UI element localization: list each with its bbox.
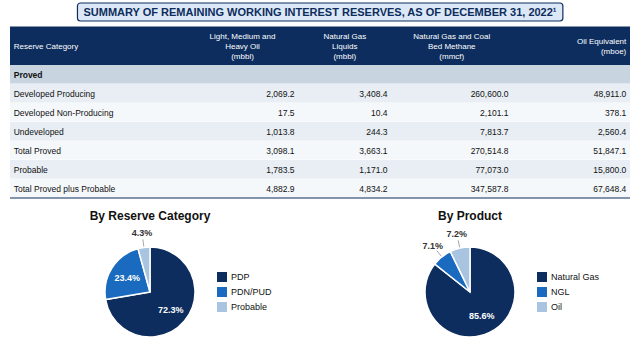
table-border bbox=[10, 26, 630, 27]
table-cell: 17.5 bbox=[278, 108, 295, 118]
table-cell: 67,648.4 bbox=[593, 184, 626, 194]
data-label: 72.3% bbox=[158, 305, 184, 315]
legend-entry: PDP bbox=[231, 272, 250, 282]
legend-swatch bbox=[537, 272, 547, 282]
pie-slices bbox=[105, 247, 195, 337]
pie-slice bbox=[425, 247, 515, 337]
data-label: 4.3% bbox=[132, 228, 153, 238]
table: SUMMARY OF REMAINING WORKING INTEREST RE… bbox=[10, 3, 630, 198]
legend-swatch bbox=[217, 272, 227, 282]
data-labels: 85.6% 7.1%7.2% bbox=[423, 229, 495, 321]
data-labels: 72.3% 23.4% 4.3% bbox=[114, 228, 183, 314]
table-row bbox=[10, 141, 630, 160]
data-label: 7.2% bbox=[446, 229, 467, 239]
chart-root: SUMMARY OF REMAINING WORKING INTEREST RE… bbox=[0, 0, 640, 361]
legend: PDP PDN/PUD Probable bbox=[217, 272, 272, 312]
table-cell: 15,800.0 bbox=[593, 165, 626, 175]
table-cell: 2,101.1 bbox=[480, 108, 509, 118]
row-label: Total Proved plus Probable bbox=[14, 184, 116, 194]
pie-slice bbox=[138, 247, 150, 292]
legend-swatch bbox=[537, 287, 547, 297]
table-cell: 51,847.1 bbox=[593, 146, 626, 156]
table-row bbox=[10, 84, 630, 103]
row-label: Undeveloped bbox=[14, 127, 64, 137]
data-label: 7.1% bbox=[423, 241, 444, 251]
table-cell: 1,171.0 bbox=[359, 165, 388, 175]
table-cell: 1,783.5 bbox=[266, 165, 295, 175]
row-label: Total Proved bbox=[14, 146, 62, 156]
column-header: Oil Equivalent(mboe) bbox=[577, 37, 627, 56]
table-cell: 48,911.0 bbox=[594, 89, 627, 99]
table-row bbox=[10, 122, 630, 141]
table-border bbox=[10, 197, 630, 198]
legend-entry: NGL bbox=[551, 287, 570, 297]
legend-swatch bbox=[537, 302, 547, 312]
legend: Natural Gas NGL Oil bbox=[537, 272, 600, 312]
pie-slice bbox=[106, 247, 195, 337]
legend-swatch bbox=[217, 287, 227, 297]
column-header: Reserve Category bbox=[14, 42, 78, 51]
column-header: Natural Gas and CoalBed Methane(mmcf) bbox=[413, 32, 490, 61]
row-label: Developed Non-Producing bbox=[14, 108, 114, 118]
pie-chart: By Reserve Category 72.3% 23.4% 4.3% PDP PDN/… bbox=[90, 209, 272, 337]
table-cell: 3,098.1 bbox=[266, 146, 295, 156]
table-cell: 1,013.8 bbox=[266, 127, 295, 137]
row-label: Developed Producing bbox=[14, 89, 96, 99]
table-row bbox=[10, 103, 630, 122]
table-cell: 270,514.8 bbox=[471, 146, 509, 156]
legend-entry: Oil bbox=[551, 302, 562, 312]
table-cell: 2,069.2 bbox=[266, 89, 295, 99]
legend-entry: PDN/PUD bbox=[231, 287, 272, 297]
table-cell: 3,663.1 bbox=[359, 146, 388, 156]
table-cell: 260,600.0 bbox=[471, 89, 509, 99]
row-label: Probable bbox=[14, 165, 48, 175]
table-cell: 244.3 bbox=[366, 127, 388, 137]
table-cell: 4,882.9 bbox=[266, 184, 295, 194]
table-header-bg bbox=[10, 27, 630, 65]
legend-entry: Natural Gas bbox=[551, 272, 600, 282]
pie-title: By Reserve Category bbox=[90, 209, 211, 223]
pie-chart: By Product 85.6% 7.1%7.2% Natural Gas NGL Oil bbox=[423, 209, 600, 337]
pie-title: By Product bbox=[438, 209, 502, 223]
data-label: 85.6% bbox=[469, 311, 495, 321]
table-cell: 3,408.4 bbox=[359, 89, 388, 99]
row-separator bbox=[10, 198, 630, 199]
leader-line bbox=[458, 240, 460, 247]
leader-line bbox=[142, 239, 144, 246]
pie-slices bbox=[425, 247, 515, 337]
table-cell: 347,587.8 bbox=[471, 184, 509, 194]
table-cell: 4,834.2 bbox=[359, 184, 388, 194]
table-cell: 77,073.0 bbox=[475, 165, 508, 175]
column-header: Natural GasLiquids(mbbl) bbox=[323, 32, 366, 61]
table-cell: 7,813.7 bbox=[480, 127, 509, 137]
leader-line bbox=[437, 251, 442, 257]
table-cell: 10.4 bbox=[371, 108, 388, 118]
legend-entry: Probable bbox=[231, 302, 267, 312]
title-box bbox=[77, 3, 562, 21]
row-label: Proved bbox=[14, 70, 43, 80]
table-cell: 2,560.4 bbox=[598, 127, 627, 137]
legend-swatch bbox=[217, 302, 227, 312]
column-header: Light, Medium andHeavy Oil(mbbl) bbox=[210, 32, 276, 61]
table-row bbox=[10, 160, 630, 179]
data-label: 23.4% bbox=[114, 273, 140, 283]
pie-slice bbox=[450, 247, 470, 292]
table-row bbox=[10, 179, 630, 198]
table-title: SUMMARY OF REMAINING WORKING INTEREST RE… bbox=[83, 6, 556, 18]
table-cell: 378.1 bbox=[605, 108, 627, 118]
table-row bbox=[10, 65, 630, 84]
